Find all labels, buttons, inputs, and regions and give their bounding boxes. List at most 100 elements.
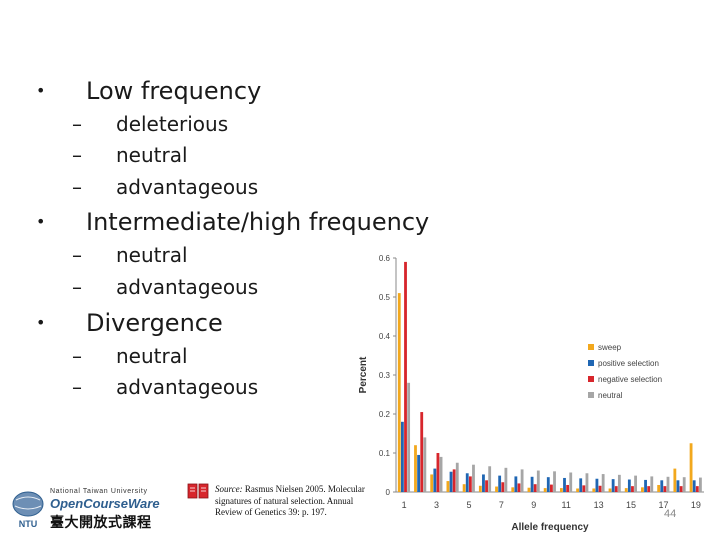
bar	[689, 443, 693, 492]
bar	[439, 456, 443, 492]
chinese-name: 臺大開放式課程	[50, 515, 152, 531]
bar	[563, 477, 566, 492]
bar	[404, 261, 407, 492]
bar	[631, 486, 634, 492]
sub-dash: –	[72, 243, 82, 267]
bar	[585, 473, 589, 492]
x-tick-label: 3	[434, 500, 439, 510]
bullet-label: Intermediate/high frequency	[86, 208, 430, 236]
bullet-dot: •	[36, 81, 46, 100]
x-axis-label: Allele frequency	[511, 522, 589, 533]
bullet-label: Low frequency	[86, 77, 262, 105]
bar	[407, 382, 411, 492]
sub-dash: –	[72, 175, 82, 199]
bar	[663, 486, 667, 492]
x-tick-label: 17	[658, 500, 668, 510]
bar	[592, 488, 596, 492]
bar	[452, 469, 456, 492]
sub-dash: –	[72, 112, 82, 136]
bar	[462, 484, 466, 492]
sub-label: neutral	[116, 344, 188, 368]
bar	[543, 488, 547, 492]
bar	[478, 485, 482, 492]
x-tick-label: 19	[691, 500, 701, 510]
source-text: Rasmus Nielsen 2005. Molecular signature…	[215, 484, 365, 517]
bar	[644, 479, 647, 492]
globe-icon: NTU	[12, 491, 44, 529]
bar	[511, 487, 515, 492]
bar	[634, 475, 637, 492]
bar	[495, 486, 498, 492]
sub-dash: –	[72, 275, 82, 299]
ntu-ocw-logo: NTU National Taiwan University OpenCours…	[8, 488, 164, 534]
bar	[576, 488, 580, 492]
ntu-mark: NTU	[19, 519, 38, 529]
y-tick-label: 0.6	[379, 254, 391, 263]
bar	[660, 480, 664, 492]
bar	[446, 481, 450, 492]
bullet-label: Divergence	[86, 309, 223, 337]
legend-label: sweep	[598, 343, 622, 352]
legend-swatch	[588, 360, 594, 366]
bar	[582, 485, 586, 492]
y-tick-label: 0	[386, 488, 391, 497]
bar	[488, 466, 492, 492]
bar	[414, 445, 417, 492]
bar	[650, 476, 654, 492]
bar	[679, 486, 683, 492]
bar	[673, 468, 677, 492]
bar	[449, 471, 453, 492]
bar	[682, 477, 686, 492]
bar	[533, 484, 537, 492]
bar	[420, 412, 424, 492]
legend-label: negative selection	[598, 375, 662, 384]
bar	[397, 293, 401, 492]
source-citation: Source: Rasmus Nielsen 2005. Molecular s…	[215, 484, 365, 519]
legend-swatch	[588, 344, 594, 350]
bar	[601, 474, 605, 492]
sub-label: advantageous	[116, 375, 259, 399]
sub-dash: –	[72, 375, 82, 399]
bar	[501, 482, 505, 492]
bar	[417, 454, 421, 492]
bar	[468, 476, 472, 492]
bullet-dot: •	[36, 212, 46, 231]
bar	[536, 470, 540, 492]
bar	[617, 474, 621, 492]
bar	[514, 476, 518, 492]
bar	[611, 479, 615, 492]
bar	[692, 480, 696, 492]
bar	[527, 487, 531, 492]
y-axis-label: Percent	[358, 356, 369, 393]
legend-swatch	[588, 376, 594, 382]
bar	[624, 488, 628, 492]
bar	[614, 486, 618, 492]
bar	[530, 476, 534, 492]
y-tick-label: 0.3	[379, 371, 391, 380]
sub-label: neutral	[116, 143, 188, 167]
bar	[550, 484, 553, 492]
sub-dash: –	[72, 344, 82, 368]
x-tick-label: 15	[626, 500, 636, 510]
y-tick-label: 0.4	[379, 332, 391, 341]
bar	[566, 484, 570, 492]
bar	[553, 471, 556, 492]
bar	[520, 469, 524, 492]
legend-label: neutral	[598, 391, 623, 400]
bar	[546, 477, 550, 492]
bar	[647, 486, 651, 492]
x-tick-label: 7	[499, 500, 504, 510]
legend-label: positive selection	[598, 359, 659, 368]
bar	[641, 487, 644, 492]
bar	[472, 464, 475, 492]
y-tick-label: 0.5	[379, 293, 391, 302]
book-icon	[187, 483, 209, 499]
bar	[482, 474, 485, 492]
x-tick-label: 13	[594, 500, 604, 510]
bar	[699, 477, 702, 492]
y-tick-label: 0.2	[379, 410, 391, 419]
x-tick-label: 1	[402, 500, 407, 510]
bar	[569, 472, 573, 492]
sub-dash: –	[72, 143, 82, 167]
bar	[423, 437, 427, 492]
